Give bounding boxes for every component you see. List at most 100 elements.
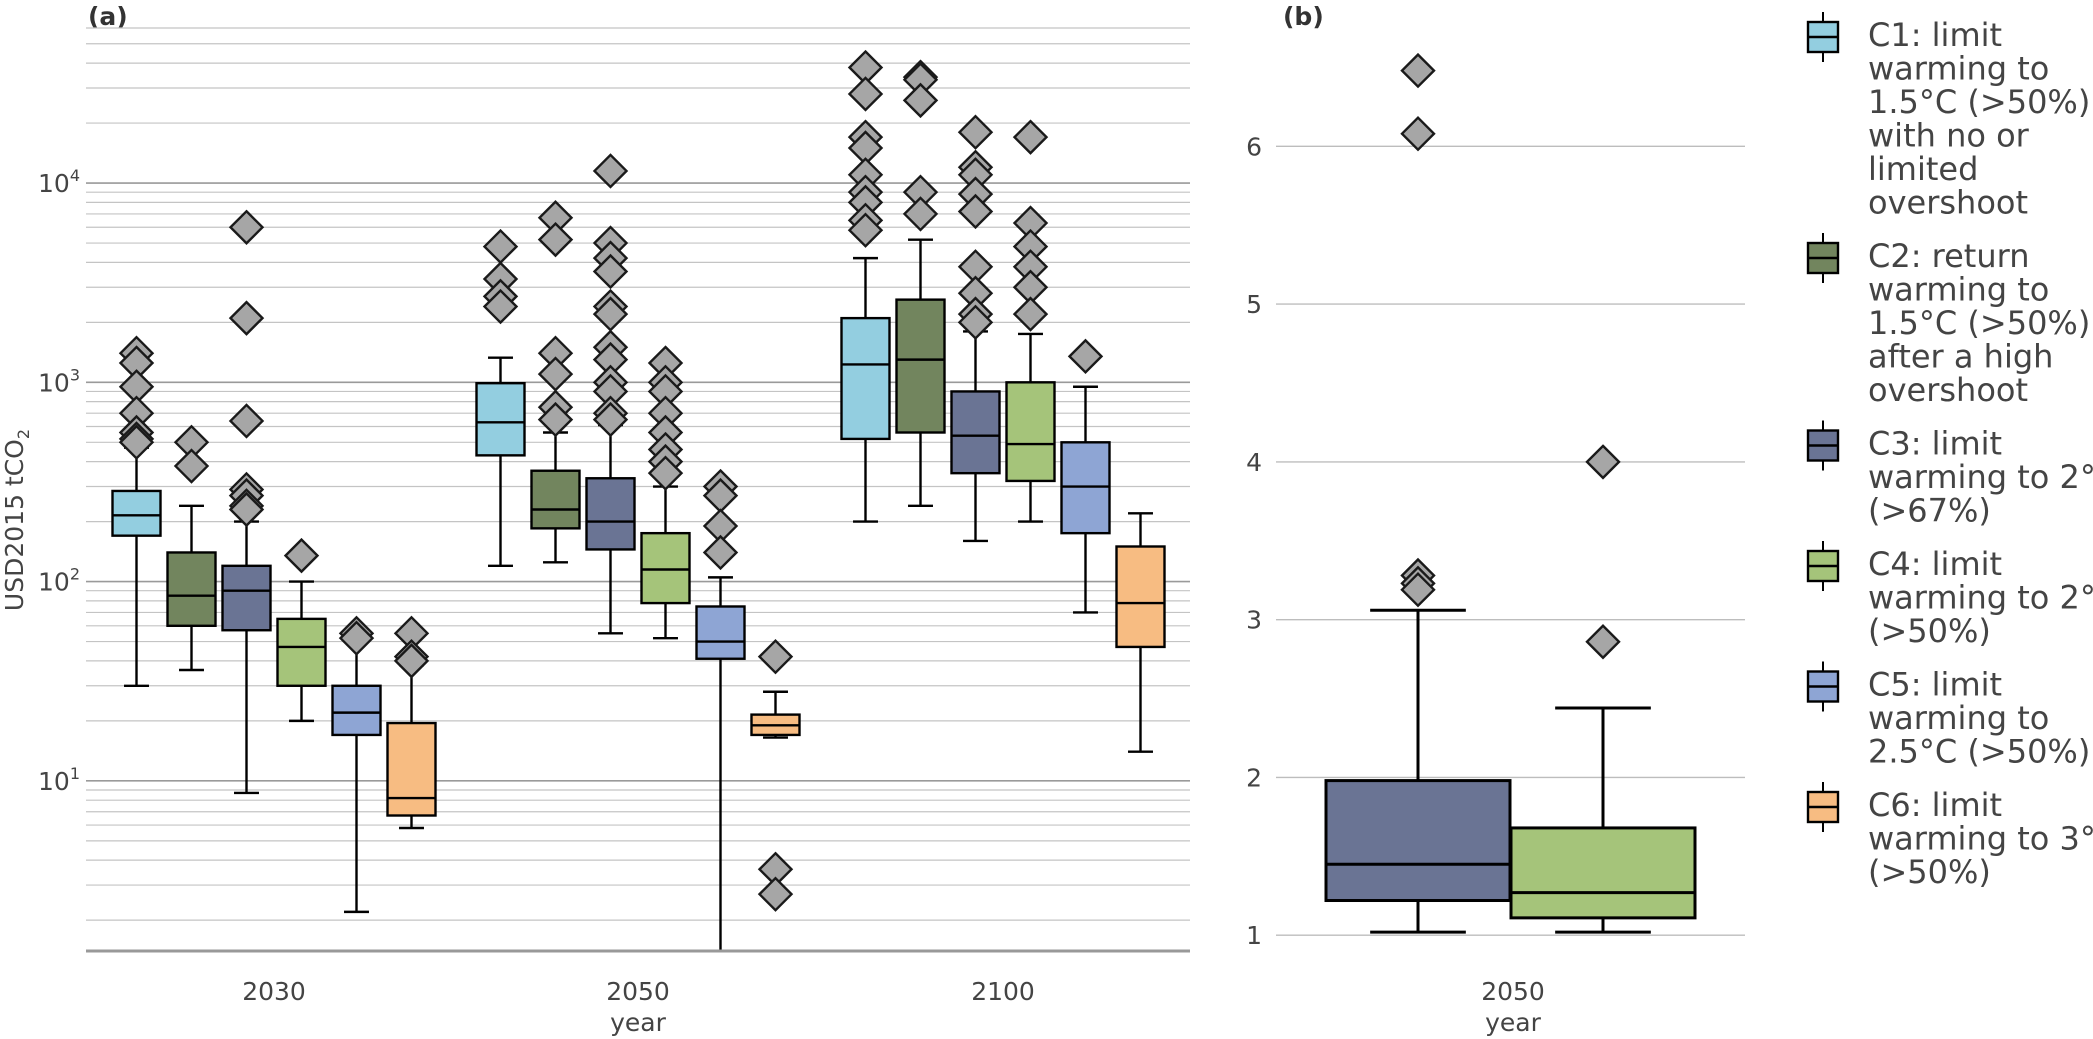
box-iqr xyxy=(166,551,217,627)
box-C4 xyxy=(640,345,691,640)
outlier-marker xyxy=(393,643,430,679)
legend-label-line: 1.5°C (>50%) xyxy=(1868,83,2090,121)
outlier-marker xyxy=(957,114,994,150)
box-iqr xyxy=(221,564,272,632)
panel-b-boxes xyxy=(1324,52,1697,934)
legend-label-line: 1.5°C (>50%) xyxy=(1868,304,2090,342)
box-C1 xyxy=(111,335,162,687)
y-tick-label: 4 xyxy=(1246,448,1262,477)
legend-label-line: C5: limit xyxy=(1868,666,2002,704)
legend-label-line: warming to 3°C xyxy=(1868,820,2093,858)
y-tick-label: 102 xyxy=(38,565,80,597)
box-iqr xyxy=(950,390,1001,475)
outlier-marker xyxy=(537,356,574,392)
box-iqr xyxy=(331,684,382,737)
legend-label-line: with no or xyxy=(1868,117,2030,155)
outlier-marker xyxy=(228,300,265,336)
box-iqr xyxy=(1005,381,1056,483)
panel-b-x-ticks: 2050 xyxy=(1481,977,1545,1006)
legend-label-line: warming to 2°C xyxy=(1868,579,2093,617)
legend-label-line: (>67%) xyxy=(1868,492,1991,530)
legend-label-line: (>50%) xyxy=(1868,853,1991,891)
panel-b-x-axis-label: year xyxy=(1485,1008,1541,1037)
outlier-marker xyxy=(1067,338,1104,375)
outlier-marker xyxy=(902,82,939,119)
panel-b-y-ticks: 1 2 3 4 5 6 xyxy=(1246,132,1262,950)
legend-label-line: warming to xyxy=(1868,50,2049,88)
outlier-marker xyxy=(757,638,794,675)
legend-label-line: (>50%) xyxy=(1868,612,1991,650)
panel-a-y-axis-label-main: USD2015 tCO xyxy=(0,439,29,611)
panel-a-y-ticks: 101 102 103 104 xyxy=(38,166,80,796)
box-iqr xyxy=(530,469,581,530)
box-iqr xyxy=(1060,441,1111,535)
panel-b-label: (b) xyxy=(1283,2,1324,31)
legend-label-line: warming to xyxy=(1868,271,2049,309)
box-iqr xyxy=(695,605,746,660)
legend-label-line: 2.5°C (>50%) xyxy=(1868,733,2090,771)
box-C5 xyxy=(1060,338,1111,614)
box-C4 xyxy=(1509,444,1697,934)
y-tick-label: 1 xyxy=(1246,921,1262,950)
y-tick-label: 3 xyxy=(1246,606,1262,635)
outlier-marker xyxy=(228,491,265,528)
outlier-marker xyxy=(757,876,794,912)
legend-label-line: C4: limit xyxy=(1868,545,2002,583)
legend-label-line: C6: limit xyxy=(1868,786,2002,824)
outlier-marker xyxy=(228,209,265,245)
box-C6 xyxy=(386,615,437,830)
outlier-marker xyxy=(1012,296,1049,332)
box-C4 xyxy=(1005,119,1056,523)
box-C5 xyxy=(695,468,746,953)
panel-a-x-axis-label: year xyxy=(610,1008,666,1037)
legend-label-line: C1: limit xyxy=(1868,16,2002,54)
box-C2 xyxy=(166,424,217,672)
y-tick-label: 2 xyxy=(1246,763,1262,792)
box-iqr xyxy=(895,298,946,434)
outlier-marker xyxy=(592,253,629,290)
outlier-marker xyxy=(537,401,574,438)
legend-label-line: warming to xyxy=(1868,699,2049,737)
box-iqr xyxy=(475,381,526,457)
box-iqr xyxy=(386,721,437,817)
box-C2 xyxy=(530,200,581,564)
y-tick-label: 6 xyxy=(1246,132,1262,161)
panel-a-boxes xyxy=(111,49,1166,953)
legend-label-line: warming to 2°C xyxy=(1868,458,2093,496)
outlier-marker xyxy=(482,288,519,325)
box-C4 xyxy=(276,537,327,723)
outlier-marker xyxy=(1400,52,1436,89)
x-tick-label: 2030 xyxy=(242,977,306,1006)
box-C1 xyxy=(840,49,891,523)
box-iqr xyxy=(640,531,691,605)
y-tick-label: 5 xyxy=(1246,290,1262,319)
legend-label-line: overshoot xyxy=(1868,184,2028,222)
box-C6 xyxy=(1115,512,1166,753)
outlier-marker xyxy=(1585,444,1621,480)
box-C3 xyxy=(221,209,272,795)
box-iqr xyxy=(276,617,327,687)
outlier-marker xyxy=(482,228,519,265)
x-tick-label: 2100 xyxy=(971,977,1035,1006)
panel-a-label: (a) xyxy=(88,2,128,31)
box-C5 xyxy=(331,615,382,914)
outlier-marker xyxy=(338,620,375,656)
panel-a-y-axis-label: USD2015 tCO2 xyxy=(0,429,33,611)
box-iqr xyxy=(1509,826,1697,920)
outlier-marker xyxy=(1400,571,1436,608)
outlier-marker xyxy=(592,153,629,189)
y-tick-label: 103 xyxy=(38,365,80,397)
x-tick-label: 2050 xyxy=(1481,977,1545,1006)
outlier-marker xyxy=(647,455,684,491)
box-iqr xyxy=(585,477,636,551)
box-C6 xyxy=(750,638,801,912)
legend-label-line: C2: return xyxy=(1868,237,2030,275)
